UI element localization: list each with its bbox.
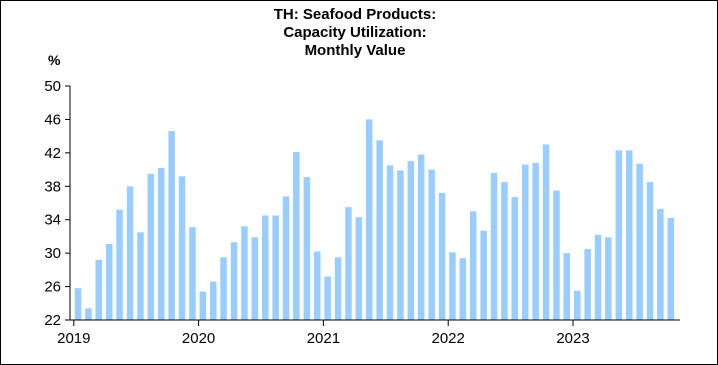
y-tick-label: 34 (44, 212, 61, 229)
bar (459, 258, 467, 320)
bar (230, 242, 238, 320)
bar (667, 218, 675, 320)
bar (605, 237, 612, 320)
bar (594, 234, 602, 320)
x-tick-label: 2023 (556, 330, 589, 347)
bar (106, 243, 113, 320)
chart-title-line-1: TH: Seafood Products: (273, 6, 437, 23)
bar (584, 249, 591, 320)
bar (178, 176, 186, 320)
y-tick-label: 26 (44, 279, 61, 296)
bar (303, 177, 311, 320)
bar (428, 169, 435, 320)
bar (522, 164, 529, 320)
bar (490, 172, 498, 320)
y-tick-label: 30 (44, 245, 61, 262)
bar (646, 182, 654, 320)
bar (74, 288, 82, 320)
x-tick-label: 2019 (57, 330, 90, 347)
bar (636, 163, 643, 320)
bar (469, 211, 477, 320)
bar (657, 208, 664, 320)
bar (293, 152, 300, 320)
bar (574, 290, 581, 321)
x-tick-label: 2022 (432, 330, 465, 347)
bar (314, 251, 321, 320)
bar (126, 186, 134, 320)
bar (417, 154, 425, 320)
y-tick-label: 42 (44, 145, 61, 162)
bar (376, 140, 383, 320)
bar (210, 281, 217, 320)
x-tick-label: 2021 (307, 330, 340, 347)
bar (449, 252, 456, 320)
bar (397, 170, 404, 320)
bar (95, 259, 102, 320)
chart-title-line-3: Monthly Value (304, 42, 406, 59)
bar (251, 237, 259, 320)
bar (199, 291, 207, 320)
bar (615, 150, 623, 320)
bar (563, 253, 570, 320)
bar (511, 197, 518, 320)
chart-title-line-2: Capacity Utilization: (283, 24, 427, 41)
bar (147, 173, 155, 321)
bar (355, 217, 363, 320)
bar (241, 226, 248, 320)
y-tick-label: 38 (44, 178, 61, 195)
bar (189, 227, 196, 320)
bar (480, 230, 487, 320)
bar (324, 276, 331, 320)
bar (334, 257, 342, 320)
bar (168, 131, 175, 320)
bar (157, 167, 165, 320)
y-tick-label: 46 (44, 111, 61, 128)
bar (553, 190, 560, 320)
bar (282, 196, 290, 320)
bar (407, 161, 415, 320)
bar (345, 207, 352, 320)
y-tick-label: 22 (44, 312, 61, 329)
bar (501, 182, 508, 320)
y-tick-label: 50 (44, 78, 61, 95)
bar (262, 215, 269, 320)
bar (272, 215, 279, 320)
bar (220, 257, 227, 320)
bar (438, 193, 446, 320)
bar (137, 232, 144, 321)
bar (626, 150, 633, 320)
bar (386, 165, 394, 320)
bar (85, 308, 92, 320)
bar (542, 144, 550, 320)
x-tick-label: 2020 (182, 330, 215, 347)
bar (116, 209, 123, 320)
bar (532, 162, 539, 320)
y-axis-unit-label: % (48, 52, 61, 68)
bar (365, 119, 373, 321)
